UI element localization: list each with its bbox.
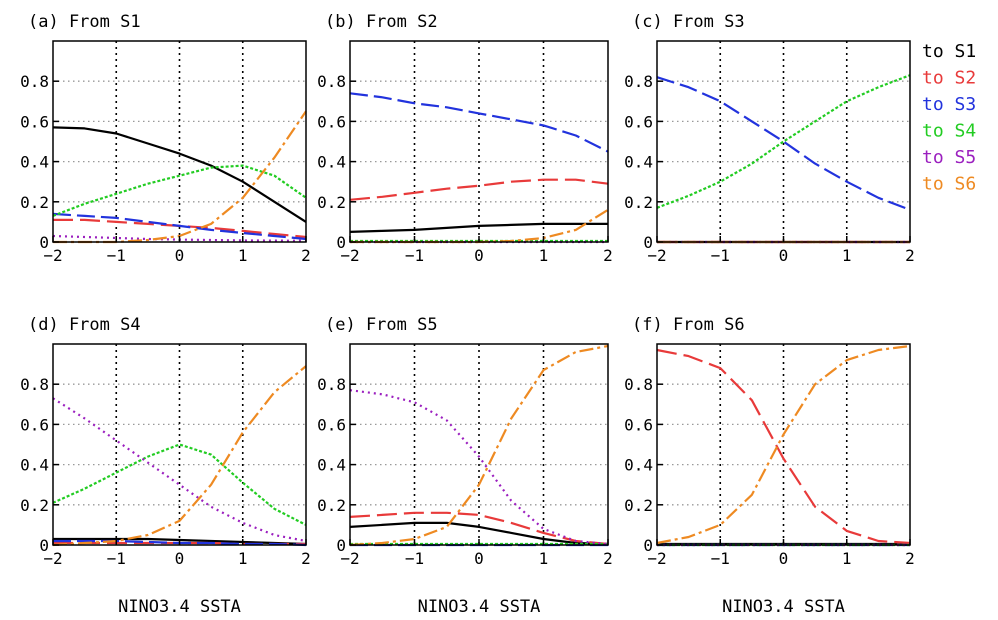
- x-tick-label: −2: [340, 246, 359, 265]
- x-tick-label: 0: [474, 549, 484, 568]
- y-tick-label: 0.2: [20, 496, 49, 515]
- series-line: [349, 92, 609, 153]
- chart-panel: −2 −1 0 1 2 0 0.2 0.4 0.6 0.8 (c) From S3: [624, 12, 915, 265]
- series-line: [656, 344, 911, 545]
- y-tick-label: 0: [336, 536, 346, 555]
- series-line: [349, 521, 609, 546]
- y-tick-label: 0.8: [20, 375, 49, 394]
- panel-title: (c) From S3: [632, 12, 745, 32]
- panel-title: (a) From S1: [28, 12, 141, 32]
- panel-title: (d) From S4: [28, 315, 141, 335]
- x-tick-label: 1: [842, 549, 852, 568]
- x-axis-label: NINO3.4 SSTA: [418, 597, 541, 617]
- x-tick-label: −1: [405, 246, 424, 265]
- x-tick-label: 0: [474, 246, 484, 265]
- series-line: [52, 443, 307, 526]
- x-tick-label: −2: [647, 549, 666, 568]
- x-tick-label: −2: [647, 246, 666, 265]
- chart-panel: −2 −1 0 1 2 0 0.2 0.4 0.6 0.8 (a) From S1: [20, 12, 311, 265]
- y-tick-label: 0: [643, 536, 653, 555]
- x-tick-label: −1: [711, 246, 730, 265]
- y-tick-label: 0.8: [624, 375, 653, 394]
- y-tick-label: 0.2: [317, 193, 346, 212]
- x-tick-label: −2: [43, 246, 62, 265]
- panel-title: (f) From S6: [632, 315, 745, 335]
- y-tick-label: 0.6: [20, 112, 49, 131]
- y-tick-label: 0.6: [317, 112, 346, 131]
- x-tick-label: 1: [842, 246, 852, 265]
- chart-panel: −2 −1 0 1 2 0 0.2 0.4 0.6 0.8 (e) From S5 NINO3.4 S…: [317, 315, 613, 617]
- y-tick-label: 0.8: [624, 72, 653, 91]
- series-line: [52, 126, 307, 223]
- x-tick-label: 2: [301, 246, 311, 265]
- y-tick-label: 0.4: [317, 456, 346, 475]
- y-tick-label: 0: [336, 233, 346, 252]
- series-line: [349, 511, 609, 546]
- y-tick-label: 0: [39, 233, 49, 252]
- series-line: [656, 74, 911, 209]
- series-line: [52, 365, 307, 547]
- x-tick-label: 0: [779, 549, 789, 568]
- series-line: [656, 348, 911, 545]
- y-tick-label: 0.2: [624, 496, 653, 515]
- series-line: [349, 178, 609, 201]
- x-tick-label: 1: [238, 246, 248, 265]
- x-axis-label: NINO3.4 SSTA: [118, 597, 241, 617]
- legend-entry: to S5: [922, 147, 976, 168]
- x-tick-label: −1: [711, 549, 730, 568]
- y-tick-label: 0.4: [20, 153, 49, 172]
- series-line: [349, 389, 609, 546]
- y-tick-label: 0.6: [624, 112, 653, 131]
- y-tick-label: 0.2: [624, 193, 653, 212]
- x-tick-label: −1: [405, 549, 424, 568]
- legend: to S1 to S2 to S3 to S4 to S5 to S6: [922, 41, 976, 195]
- x-tick-label: −1: [107, 549, 126, 568]
- y-tick-label: 0.8: [20, 72, 49, 91]
- x-tick-label: −2: [340, 549, 359, 568]
- x-tick-label: 2: [905, 549, 915, 568]
- y-tick-label: 0.6: [20, 415, 49, 434]
- x-tick-label: −2: [43, 549, 62, 568]
- y-tick-label: 0: [643, 233, 653, 252]
- x-tick-label: 1: [238, 549, 248, 568]
- x-tick-label: 2: [603, 246, 613, 265]
- x-tick-label: 0: [779, 246, 789, 265]
- x-tick-label: 0: [175, 549, 185, 568]
- series-line: [349, 222, 608, 233]
- y-tick-label: 0.4: [624, 153, 653, 172]
- series-line: [52, 164, 307, 217]
- x-axis-label: NINO3.4 SSTA: [722, 597, 845, 617]
- chart-panel: −2 −1 0 1 2 0 0.2 0.4 0.6 0.8 (f) From S6 NINO3.4 S…: [624, 315, 915, 617]
- y-tick-label: 0.4: [624, 456, 653, 475]
- x-tick-label: 2: [603, 549, 613, 568]
- legend-entry: to S4: [922, 121, 976, 142]
- y-tick-label: 0.4: [317, 153, 346, 172]
- legend-entry: to S6: [922, 174, 976, 195]
- x-tick-label: 2: [301, 549, 311, 568]
- y-tick-label: 0.8: [317, 72, 346, 91]
- y-tick-label: 0.6: [317, 415, 346, 434]
- x-tick-label: 0: [175, 246, 185, 265]
- y-tick-label: 0.2: [20, 193, 49, 212]
- y-tick-label: 0.4: [20, 456, 49, 475]
- y-tick-label: 0: [39, 536, 49, 555]
- series-line: [349, 344, 609, 547]
- x-tick-label: 2: [905, 246, 915, 265]
- y-tick-label: 0.8: [317, 375, 346, 394]
- legend-entry: to S2: [922, 68, 976, 89]
- chart-panel: −2 −1 0 1 2 0 0.2 0.4 0.6 0.8 (d) From S4 NINO3.4 S…: [20, 315, 311, 617]
- x-tick-label: 1: [539, 246, 549, 265]
- panel-title: (b) From S2: [325, 12, 438, 32]
- series-line: [656, 76, 911, 211]
- y-tick-label: 0.6: [624, 415, 653, 434]
- x-tick-label: −1: [107, 246, 126, 265]
- legend-entry: to S1: [922, 41, 976, 62]
- x-tick-label: 1: [539, 549, 549, 568]
- panel-title: (e) From S5: [325, 315, 438, 335]
- legend-entry: to S3: [922, 94, 976, 115]
- y-tick-label: 0.2: [317, 496, 346, 515]
- series-line: [52, 212, 307, 241]
- chart-panel: −2 −1 0 1 2 0 0.2 0.4 0.6 0.8 (b) From S2: [317, 12, 613, 265]
